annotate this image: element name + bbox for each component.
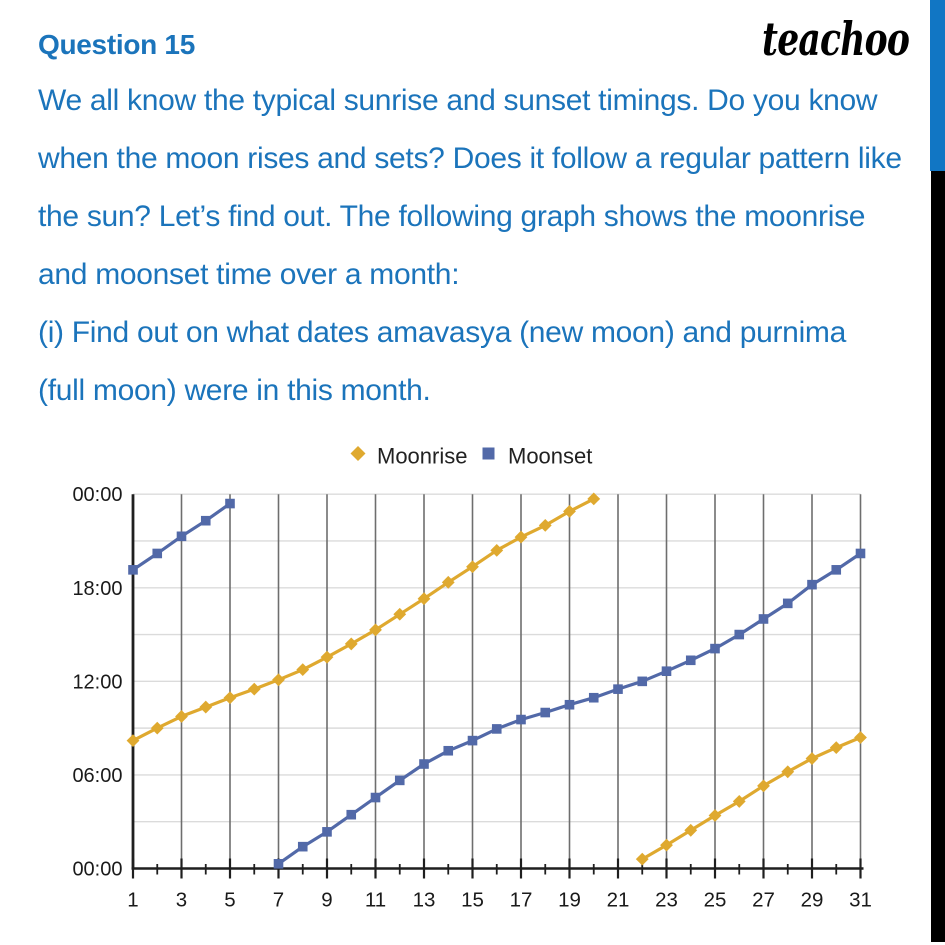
question-text-line: (i) Find out on what dates amavasya (new… [38,316,847,349]
marker-moonset [225,498,235,509]
marker-moonrise [805,752,819,765]
marker-moonset [297,841,308,852]
x-tick-label: 13 [413,889,436,912]
marker-moonset [516,714,526,725]
marker-moonset [443,745,454,756]
x-tick-label: 17 [510,889,533,912]
marker-moonset [588,692,599,703]
marker-moonrise [441,575,455,589]
marker-moonset [685,655,696,666]
y-tick-label: 00:00 [72,484,122,506]
marker-moonset [491,724,502,734]
marker-moonrise [490,543,504,557]
teachoo-logo: teachoo [761,12,910,66]
y-tick-label: 18:00 [72,578,122,600]
question-text-line: (full moon) were in this month. [38,374,431,407]
accent-bar-blue [930,0,945,171]
question-text-line: the sun? Let’s find out. The following g… [38,200,866,233]
marker-moonset [855,548,866,559]
marker-moonset [807,579,817,590]
marker-moonrise [660,838,673,852]
x-tick-label: 31 [849,889,872,912]
x-tick-label: 19 [558,889,581,912]
marker-moonset [564,699,575,710]
marker-moonset [758,614,769,624]
y-tick-label: 06:00 [72,765,122,787]
marker-moonset [200,515,211,526]
x-tick-label: 21 [607,889,630,912]
marker-moonrise [708,809,722,822]
marker-moonset [128,565,138,575]
marker-moonrise [829,741,843,755]
x-tick-label: 15 [461,889,484,912]
marker-moonrise [344,637,358,651]
marker-moonrise [272,673,285,687]
marker-moonrise [247,682,261,696]
marker-moonrise [514,530,528,544]
x-tick-label: 3 [176,889,187,912]
legend-moonrise-swatch [350,446,366,461]
marker-moonrise [150,721,164,735]
marker-moonset [710,643,720,654]
y-tick-label: 00:00 [72,859,122,881]
marker-moonrise [223,691,237,705]
legend-moonrise-label: Moonrise [377,444,467,469]
marker-moonrise [781,765,795,779]
marker-moonrise [854,731,867,744]
question-title: Question 15 [38,29,195,60]
marker-moonset [152,548,163,559]
marker-moonset [613,684,623,694]
x-tick-label: 23 [655,889,678,912]
marker-moonset [637,676,648,687]
marker-moonrise [563,504,576,518]
marker-moonset [419,759,429,769]
marker-moonrise [587,492,601,506]
marker-moonrise [175,710,188,723]
legend-moonset-label: Moonset [508,444,592,469]
x-tick-label: 11 [365,889,386,912]
marker-moonset [370,792,381,803]
marker-moonrise [417,592,431,606]
marker-moonset [467,735,478,746]
marker-moonset [346,809,357,820]
marker-moonrise [538,518,552,532]
series-line-moonrise [640,735,863,861]
marker-moonrise [126,734,140,748]
x-tick-label: 9 [321,889,332,912]
question-text-line: We all know the typical sunrise and suns… [38,84,878,117]
question-text-line: when the moon rises and sets? Does it fo… [38,142,902,175]
marker-moonrise [320,650,334,664]
legend-moonset-swatch [482,447,495,460]
x-tick-label: 25 [704,889,727,912]
x-tick-label: 5 [224,889,235,912]
x-tick-label: 1 [127,889,138,912]
marker-moonset [273,859,284,869]
marker-moonset [782,598,793,609]
x-tick-label: 7 [273,889,284,912]
marker-moonset [831,565,842,575]
marker-moonset [176,531,187,542]
marker-moonset [734,629,745,640]
question-text-line: and moonset time over a month: [38,258,460,291]
marker-moonrise [369,623,382,637]
marker-moonrise [296,663,310,677]
y-tick-label: 12:00 [72,671,122,693]
marker-moonrise [684,823,698,837]
marker-moonrise [757,779,770,793]
x-tick-label: 29 [801,889,824,912]
marker-moonset [540,707,551,718]
marker-moonrise [635,852,649,866]
marker-moonset [394,775,405,786]
marker-moonset [661,666,672,677]
marker-moonrise [466,560,479,574]
x-tick-label: 27 [752,889,775,912]
marker-moonrise [199,700,213,714]
marker-moonset [322,827,332,837]
marker-moonrise [393,607,407,621]
marker-moonrise [732,795,746,808]
accent-bar-black [931,171,945,942]
